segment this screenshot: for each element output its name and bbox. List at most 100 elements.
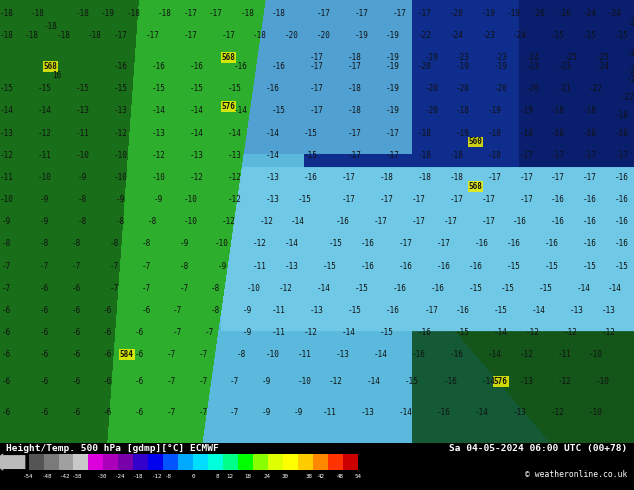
Text: -18: -18 [488,151,501,160]
Text: -17: -17 [183,31,197,40]
Text: -15: -15 [228,84,242,93]
Text: -16: -16 [152,62,165,71]
Bar [29,454,44,470]
Text: -15: -15 [469,284,482,293]
Bar [58,454,74,470]
Text: -7: -7 [198,408,207,417]
Text: -9: -9 [40,217,49,226]
Text: -25: -25 [551,31,565,40]
Text: -15: -15 [348,306,362,315]
Text: 48: 48 [337,474,344,479]
Text: -6: -6 [40,350,49,359]
Text: 16: 16 [53,71,61,80]
Text: -17: -17 [386,128,400,138]
Text: -17: -17 [614,151,628,160]
Text: -18: -18 [450,151,463,160]
Text: -9: -9 [294,408,302,417]
Text: -14: -14 [266,128,280,138]
Text: -8: -8 [236,350,245,359]
Text: -12: -12 [228,195,242,204]
Text: -23: -23 [494,53,508,62]
Text: -7: -7 [198,377,207,386]
Text: -17: -17 [583,151,597,160]
Text: 568: 568 [469,182,482,191]
Text: -16: -16 [272,62,286,71]
Text: -6: -6 [2,350,11,359]
Text: -14: -14 [0,106,13,115]
Text: -17: -17 [380,195,394,204]
Text: 38: 38 [306,474,313,479]
Text: -17: -17 [348,151,362,160]
FancyArrow shape [0,453,25,471]
Text: -15: -15 [545,262,559,270]
Text: -9: -9 [154,195,163,204]
Bar [148,454,164,470]
Bar [164,454,178,470]
Text: -18: -18 [272,9,286,18]
Text: -7: -7 [141,284,150,293]
Text: -13: -13 [602,306,616,315]
Bar [268,454,283,470]
Text: -10: -10 [595,377,609,386]
Text: -13: -13 [285,262,299,270]
Text: -15: -15 [304,128,318,138]
Text: -25: -25 [614,31,628,40]
Text: -12: -12 [0,151,13,160]
Text: -13: -13 [570,306,584,315]
Text: -19: -19 [386,53,400,62]
Text: -24: -24 [450,31,463,40]
Text: -12: -12 [190,173,204,182]
Text: -11: -11 [37,151,51,160]
Text: -15: -15 [494,306,508,315]
Text: -24: -24 [608,9,622,18]
Text: -10: -10 [215,240,229,248]
Text: -13: -13 [113,106,127,115]
Text: -16: -16 [614,195,628,204]
Text: -6: -6 [103,377,112,386]
Text: -19: -19 [386,84,400,93]
Text: -16: -16 [456,306,470,315]
Text: -16: -16 [411,350,425,359]
Text: -15: -15 [272,106,286,115]
Text: -17: -17 [411,195,425,204]
Text: -10: -10 [37,173,51,182]
Text: -15: -15 [113,84,127,93]
Text: -13: -13 [310,306,324,315]
Text: -16: -16 [443,377,457,386]
Text: -13: -13 [0,128,13,138]
Text: -17: -17 [316,9,330,18]
Text: -12: -12 [519,350,533,359]
Text: -54: -54 [23,474,34,479]
Text: -14: -14 [576,284,590,293]
Text: -25: -25 [564,53,578,62]
Bar [103,454,119,470]
Text: -17: -17 [519,195,533,204]
Text: -6: -6 [2,328,11,337]
Text: -14: -14 [285,240,299,248]
Text: -18: -18 [348,53,362,62]
Text: -18: -18 [0,9,13,18]
Text: -25: -25 [583,31,597,40]
Bar [89,454,103,470]
Text: -7: -7 [141,262,150,270]
Text: -6: -6 [40,284,49,293]
Text: -16: -16 [418,328,432,337]
Text: -17: -17 [113,31,127,40]
Text: -16: -16 [545,240,559,248]
Text: -20: -20 [526,84,540,93]
Text: -17: -17 [481,217,495,226]
Text: -17: -17 [373,217,387,226]
Text: -20: -20 [532,9,546,18]
Text: -6: -6 [2,377,11,386]
Text: -19: -19 [101,9,115,18]
Text: -18: -18 [488,128,501,138]
Text: -19: -19 [386,62,400,71]
Text: -7: -7 [2,284,11,293]
Text: -7: -7 [110,262,119,270]
Bar [238,454,254,470]
Text: 568: 568 [44,62,58,71]
Text: -16: -16 [392,284,406,293]
Text: 24: 24 [263,474,270,479]
Bar [254,454,268,470]
Text: -26: -26 [627,18,634,26]
